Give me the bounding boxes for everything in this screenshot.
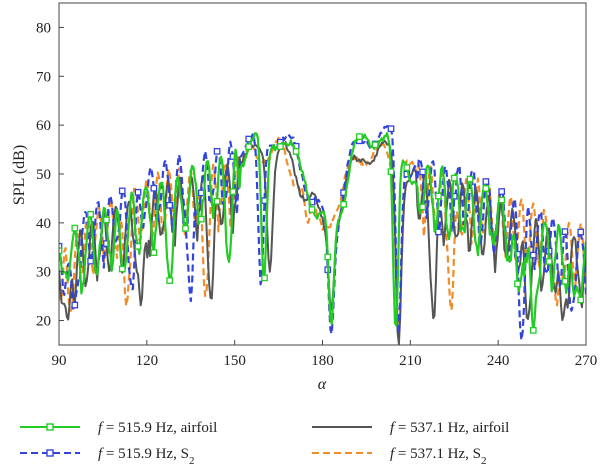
series-marker — [482, 178, 490, 185]
series-marker — [59, 247, 63, 255]
series-marker — [197, 215, 205, 223]
legend-label-text: = 515.9 Hz, airfoil — [102, 420, 217, 436]
legend-item: f = 537.1 Hz, S2 — [312, 446, 486, 467]
x-tick-label: 180 — [311, 353, 334, 369]
legend-label-var: f — [390, 420, 396, 436]
series-marker — [213, 198, 221, 205]
legend-label-var: f — [98, 420, 104, 436]
y-tick-label: 70 — [36, 69, 51, 85]
x-tick-label: 270 — [575, 353, 598, 369]
series-marker — [419, 203, 426, 211]
legend-label-text: = 537.1 Hz, S — [394, 446, 481, 462]
y-tick-label: 60 — [36, 118, 51, 134]
series-marker — [166, 277, 174, 284]
series-marker — [59, 242, 63, 250]
series-marker — [324, 253, 332, 261]
y-tick-label: 50 — [36, 167, 51, 183]
series-marker — [292, 148, 300, 155]
series-marker — [561, 228, 569, 235]
plot-frame — [58, 2, 587, 346]
x-tick-label: 210 — [399, 353, 422, 369]
series-marker — [276, 143, 284, 150]
series-marker — [419, 168, 426, 176]
legend-label: f = 515.9 Hz, S2 — [98, 446, 194, 467]
y-tick-label: 20 — [36, 314, 51, 330]
y-tick-label: 80 — [36, 20, 51, 36]
series-marker — [213, 147, 221, 155]
series-marker — [577, 228, 585, 236]
series-marker — [87, 210, 94, 218]
legend-label-var: f — [98, 446, 104, 462]
series-marker — [529, 326, 537, 334]
series-marker — [340, 200, 347, 208]
x-tick-label: 120 — [136, 353, 159, 369]
series-marker — [308, 206, 316, 213]
y-tick-label: 40 — [36, 216, 51, 232]
series-marker — [450, 174, 458, 182]
x-axis-label: α — [318, 376, 327, 393]
series-line — [59, 132, 586, 332]
series-line — [59, 139, 586, 345]
series-marker — [577, 296, 585, 304]
legend-label-sub: 2 — [189, 455, 195, 467]
series-marker — [261, 274, 268, 282]
series-marker — [356, 133, 363, 140]
ticks-layer: 90 120 150 180 210 240 270 20 30 40 50 60 70 80 — [36, 20, 597, 369]
series-marker — [466, 175, 474, 183]
legend-label-var: f — [390, 446, 396, 462]
x-tick-label: 150 — [223, 353, 246, 369]
legend-label: f = 515.9 Hz, airfoil — [98, 420, 217, 436]
series-marker — [403, 164, 411, 172]
series-marker — [245, 143, 253, 151]
series-marker — [561, 277, 569, 285]
series-marker — [134, 242, 142, 250]
series-marker — [182, 225, 189, 232]
x-tick-label: 90 — [52, 353, 67, 369]
series-marker — [150, 249, 158, 256]
series-marker — [229, 188, 237, 195]
series-marker — [87, 257, 94, 265]
series-marker — [435, 228, 442, 236]
legend-item: f = 515.9 Hz, S2 — [20, 446, 194, 467]
legend-item: f = 515.9 Hz, airfoil — [20, 420, 217, 436]
y-axis-label: SPL (dB) — [11, 145, 28, 205]
series-line — [59, 134, 586, 331]
series-marker — [498, 196, 506, 204]
series-marker — [118, 265, 126, 273]
legend-label-sub: 2 — [481, 455, 487, 467]
series-marker — [166, 201, 174, 209]
series-marker — [71, 224, 79, 232]
series-marker — [545, 258, 553, 265]
series-marker — [514, 280, 521, 288]
series-marker — [371, 141, 379, 149]
legend-marker — [46, 449, 54, 457]
series-marker — [482, 185, 490, 192]
series-marker — [498, 188, 506, 195]
series-marker — [529, 251, 537, 259]
legend-label: f = 537.1 Hz, S2 — [390, 446, 486, 467]
legend-label: f = 537.1 Hz, airfoil — [390, 420, 509, 436]
series-marker — [103, 216, 110, 224]
series-marker — [387, 168, 395, 176]
x-tick-label: 240 — [487, 353, 510, 369]
legend-marker — [46, 423, 54, 431]
series-marker — [134, 188, 142, 196]
y-tick-label: 30 — [36, 265, 51, 281]
series-marker — [71, 301, 79, 309]
series-marker — [150, 184, 158, 192]
series-layer — [59, 124, 586, 345]
legend-label-text: = 515.9 Hz, S — [102, 446, 189, 462]
series-marker — [435, 192, 442, 200]
series-marker — [118, 187, 126, 195]
legend-label-text: = 537.1 Hz, airfoil — [394, 420, 509, 436]
series-marker — [387, 125, 395, 133]
legend-item: f = 537.1 Hz, airfoil — [312, 420, 509, 436]
